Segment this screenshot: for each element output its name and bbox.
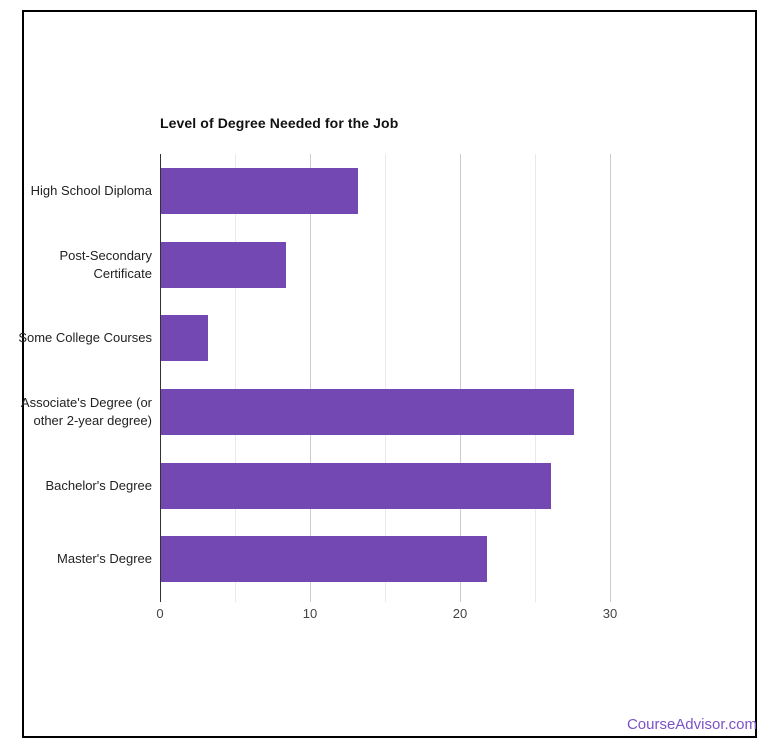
bar-some-college-courses[interactable] — [161, 315, 208, 362]
x-tick-label-10: 10 — [302, 606, 318, 621]
major-tick-10 — [310, 596, 311, 602]
y-axis-labels: High School Diploma Post-Secondary Certif… — [8, 154, 152, 596]
x-tick-label-0: 0 — [156, 606, 164, 621]
major-tick-20 — [460, 596, 461, 602]
category-label-bachelor-s-degree: Bachelor's Degree — [45, 477, 152, 493]
category-label-high-school-diploma: High School Diploma — [30, 183, 152, 199]
bar-bachelor-s-degree[interactable] — [161, 462, 551, 509]
category-label-associate-s-degree-or-other-2-year-degree: Associate's Degree (or other 2-year degr… — [20, 395, 152, 428]
x-tick-label-30: 30 — [602, 606, 618, 621]
major-tick-30 — [610, 596, 611, 602]
category-label-master-s-degree: Master's Degree — [57, 551, 152, 567]
major-gridline-30 — [610, 154, 611, 596]
minor-tick-25 — [535, 596, 536, 602]
category-label-some-college-courses: Some College Courses — [18, 330, 152, 346]
chart-frame — [22, 10, 757, 738]
bar-master-s-degree[interactable] — [161, 536, 487, 583]
bar-associate-s-degree-or-other-2-year-degree[interactable] — [161, 388, 574, 435]
x-tick-label-20: 20 — [452, 606, 468, 621]
bar-high-school-diploma[interactable] — [161, 167, 358, 214]
y-axis-baseline — [160, 154, 161, 602]
plot-area: 0 10 20 30 — [156, 154, 700, 621]
major-gridline-10 — [310, 154, 311, 596]
minor-gridline-25 — [535, 154, 536, 596]
minor-tick-15 — [385, 596, 386, 602]
minor-tick-5 — [235, 596, 236, 602]
minor-gridline-5 — [235, 154, 236, 596]
category-label-post-secondary-certificate: Post-Secondary Certificate — [59, 247, 153, 281]
minor-gridline-15 — [385, 154, 386, 596]
bar-post-secondary-certificate[interactable] — [161, 241, 286, 288]
chart-title: Level of Degree Needed for the Job — [160, 115, 399, 131]
courseadvisor-watermark-link[interactable]: CourseAdvisor.com — [626, 716, 757, 733]
major-gridline-20 — [460, 154, 461, 596]
